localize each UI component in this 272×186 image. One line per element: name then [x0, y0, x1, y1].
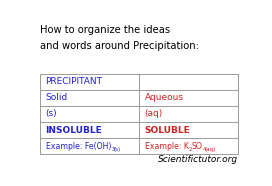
Text: 2: 2: [189, 147, 193, 152]
Text: How to organize the ideas: How to organize the ideas: [40, 25, 171, 35]
Text: Aqueous: Aqueous: [145, 93, 184, 102]
Text: Example: K: Example: K: [145, 142, 188, 150]
Text: (s): (s): [46, 110, 57, 118]
Text: SO: SO: [191, 142, 202, 150]
Text: SOLUBLE: SOLUBLE: [145, 126, 190, 134]
Text: and words around Precipitation:: and words around Precipitation:: [40, 41, 199, 51]
Text: Solid: Solid: [46, 93, 68, 102]
Text: PRECIPITANT: PRECIPITANT: [46, 77, 103, 86]
Bar: [40, 74, 239, 154]
Text: (s): (s): [114, 147, 121, 152]
Text: INSOLUBLE: INSOLUBLE: [46, 126, 102, 134]
Text: Scientifictutor.org: Scientifictutor.org: [158, 155, 239, 164]
Text: (aq): (aq): [145, 110, 163, 118]
Text: (aq): (aq): [205, 147, 216, 152]
Text: Example: Fe(OH): Example: Fe(OH): [46, 142, 111, 150]
Text: 4: 4: [202, 147, 206, 152]
Text: 3: 3: [112, 147, 115, 152]
